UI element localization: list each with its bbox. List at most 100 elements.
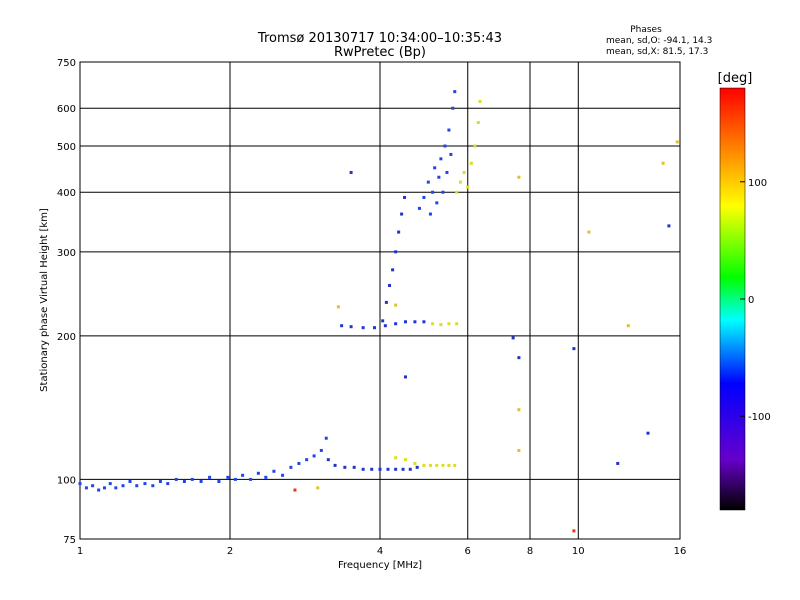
data-point <box>587 230 591 234</box>
data-point <box>84 486 88 490</box>
data-point <box>383 324 387 328</box>
data-point <box>473 144 477 148</box>
colorbar-tick-label: -100 <box>748 412 771 423</box>
data-point <box>158 479 162 483</box>
data-point <box>447 128 451 132</box>
data-point <box>661 161 665 165</box>
x-tick-label: 2 <box>227 546 233 557</box>
data-point <box>208 475 212 479</box>
data-point <box>103 486 107 490</box>
data-point <box>135 484 139 488</box>
data-point <box>378 467 382 471</box>
y-axis-label: Stationary phase Virtual Height [km] <box>39 208 50 392</box>
data-point <box>182 479 186 483</box>
data-point <box>439 323 443 327</box>
data-point <box>439 157 443 161</box>
x-tick-label: 16 <box>674 546 687 557</box>
data-point <box>190 477 194 481</box>
y-tick-label: 100 <box>57 475 76 486</box>
data-point <box>443 144 447 148</box>
data-point <box>264 475 268 479</box>
data-point <box>476 121 480 125</box>
y-tick-label: 75 <box>63 535 76 546</box>
data-point <box>293 488 297 492</box>
data-point <box>361 326 365 330</box>
data-point <box>91 484 95 488</box>
data-point <box>324 436 328 440</box>
data-point <box>415 465 419 469</box>
data-point <box>166 482 170 486</box>
y-tick-label: 600 <box>57 104 76 115</box>
data-point <box>417 206 421 210</box>
x-tick-label: 6 <box>465 546 471 557</box>
data-point <box>394 250 398 254</box>
data-point <box>391 268 395 272</box>
data-point <box>431 322 435 326</box>
data-point <box>343 465 347 469</box>
data-point <box>312 454 316 458</box>
data-point <box>319 448 323 452</box>
data-point <box>455 322 459 326</box>
y-tick-label: 750 <box>57 58 76 69</box>
data-point <box>431 190 435 194</box>
data-point <box>413 461 417 465</box>
colorbar-label: [deg] <box>718 71 753 86</box>
data-point <box>386 467 390 471</box>
x-tick-label: 8 <box>527 546 533 557</box>
data-point <box>403 375 407 379</box>
chart-title: Tromsø 20130717 10:34:00–10:35:43 <box>257 31 502 46</box>
data-point <box>616 461 620 465</box>
colorbar-tick-label: 100 <box>748 178 767 189</box>
x-tick-label: 4 <box>377 546 383 557</box>
data-point <box>445 170 449 174</box>
data-point <box>441 463 445 467</box>
data-point <box>403 458 407 462</box>
data-point <box>428 463 432 467</box>
data-point <box>78 482 82 486</box>
data-point <box>114 486 118 490</box>
data-point <box>517 175 521 179</box>
data-point <box>151 484 155 488</box>
data-point <box>217 479 221 483</box>
chart-subtitle: RwPretec (Bp) <box>334 45 426 60</box>
data-point <box>572 529 576 533</box>
data-point <box>381 319 385 323</box>
y-tick-label: 200 <box>57 332 76 343</box>
data-point <box>349 325 353 329</box>
data-point <box>394 467 398 471</box>
data-point <box>241 473 245 477</box>
data-point <box>453 463 457 467</box>
data-point <box>447 463 451 467</box>
data-point <box>384 300 388 304</box>
data-point <box>370 467 374 471</box>
data-point <box>403 320 407 324</box>
data-point <box>441 190 445 194</box>
data-point <box>373 326 377 330</box>
data-point <box>108 482 112 486</box>
data-point <box>517 448 521 452</box>
data-point <box>352 465 356 469</box>
data-point <box>453 90 457 94</box>
data-point <box>435 201 439 205</box>
data-point <box>449 152 453 156</box>
data-point <box>226 475 230 479</box>
data-point <box>422 320 426 324</box>
data-point <box>97 488 101 492</box>
data-point <box>336 305 340 309</box>
data-point <box>388 283 392 287</box>
data-point <box>403 195 407 199</box>
data-point <box>435 463 439 467</box>
data-point <box>478 99 482 103</box>
data-point <box>572 347 576 351</box>
y-tick-label: 300 <box>57 248 76 259</box>
data-point <box>305 458 309 462</box>
data-point <box>394 303 398 307</box>
data-point <box>466 185 470 189</box>
data-point <box>455 190 459 194</box>
data-point <box>361 467 365 471</box>
data-point <box>428 212 432 216</box>
data-point <box>422 463 426 467</box>
x-axis-label: Frequency [MHz] <box>338 560 422 571</box>
data-point <box>128 479 132 483</box>
